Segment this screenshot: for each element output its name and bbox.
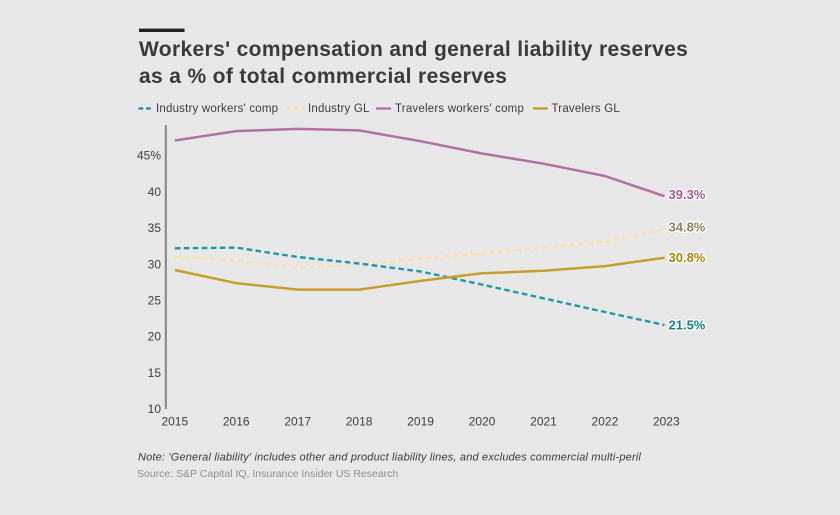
svg-text:2019: 2019 [407, 415, 434, 429]
svg-text:45%: 45% [137, 149, 161, 163]
svg-text:as a % of total commercial res: as a % of total commercial reserves [139, 65, 507, 88]
svg-text:Source: S&P Capital IQ, Insura: Source: S&P Capital IQ, Insurance Inside… [137, 468, 398, 480]
svg-text:Industry GL: Industry GL [308, 103, 370, 115]
svg-text:Note: 'General liability' incl: Note: 'General liability' includes other… [138, 452, 641, 464]
svg-text:40: 40 [148, 185, 162, 199]
svg-text:2015: 2015 [161, 415, 188, 429]
svg-text:30: 30 [148, 257, 162, 271]
svg-text:Industry workers' comp: Industry workers' comp [156, 103, 278, 115]
svg-text:2021: 2021 [530, 415, 557, 429]
svg-text:15: 15 [148, 366, 162, 380]
svg-text:34.8%: 34.8% [669, 220, 706, 235]
svg-text:21.5%: 21.5% [669, 317, 706, 332]
svg-text:30.8%: 30.8% [669, 250, 706, 265]
svg-text:2022: 2022 [592, 415, 619, 429]
svg-text:35: 35 [148, 221, 162, 235]
svg-text:2017: 2017 [284, 415, 311, 429]
svg-text:2018: 2018 [346, 415, 373, 429]
svg-text:Travelers GL: Travelers GL [552, 103, 621, 115]
svg-text:10: 10 [148, 402, 162, 416]
svg-text:2020: 2020 [469, 415, 496, 429]
svg-text:Travelers workers' comp: Travelers workers' comp [395, 103, 524, 115]
svg-text:Workers' compensation and gene: Workers' compensation and general liabil… [139, 38, 688, 61]
svg-text:2023: 2023 [653, 415, 680, 429]
svg-text:20: 20 [148, 330, 162, 344]
svg-text:39.3%: 39.3% [669, 187, 706, 202]
svg-text:2016: 2016 [223, 415, 250, 429]
svg-text:25: 25 [148, 294, 162, 308]
